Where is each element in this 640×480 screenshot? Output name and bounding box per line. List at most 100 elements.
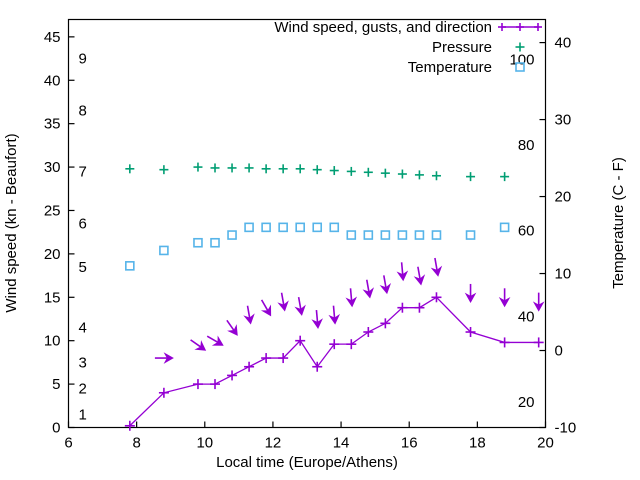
- x-tick-label: 10: [196, 435, 213, 452]
- plus-marker: [431, 171, 441, 181]
- y-tick-label: 5: [52, 376, 60, 393]
- y-tick-label: 45: [44, 29, 61, 46]
- wind-direction-arrow: [226, 319, 238, 336]
- beaufort-label: 4: [79, 320, 87, 337]
- open-square-marker: [193, 237, 203, 248]
- plus-marker: [380, 168, 390, 178]
- open-square-marker: [515, 62, 525, 72]
- plus-marker: [192, 379, 203, 390]
- wind-direction-arrow: [345, 288, 358, 308]
- beaufort-scale-labels: 1 2 3 4 5 6 7 8 9: [79, 51, 87, 424]
- plus-marker: [261, 353, 272, 364]
- plus-marker: [312, 165, 322, 175]
- beaufort-label: 3: [79, 354, 87, 371]
- open-square-marker: [227, 230, 237, 240]
- plus-marker: [534, 23, 542, 31]
- wind-direction-arrow: [532, 292, 545, 312]
- beaufort-label: 5: [79, 259, 87, 276]
- plus-marker: [193, 162, 203, 172]
- wind-direction-arrow: [464, 283, 477, 303]
- beaufort-label: 7: [79, 163, 87, 180]
- x-tick-label: 20: [537, 435, 554, 452]
- open-square-marker: [363, 230, 374, 240]
- plus-marker: [380, 318, 391, 329]
- open-square-marker: [278, 222, 288, 233]
- y2-tick-label: 20: [555, 189, 572, 206]
- y-tick-label: 15: [44, 289, 61, 306]
- open-square-marker: [261, 222, 271, 233]
- wind-direction-arrow: [362, 279, 374, 299]
- plus-marker: [397, 169, 407, 179]
- plus-marker: [498, 23, 506, 31]
- y-axis-left-ticks: [68, 36, 75, 429]
- x-tick-label: 14: [333, 435, 350, 452]
- plus-marker: [346, 166, 356, 176]
- open-square-marker: [380, 230, 391, 240]
- x-tick-label: 16: [401, 435, 418, 452]
- plus-marker: [533, 337, 544, 348]
- plus-marker: [466, 172, 476, 182]
- plus-marker: [124, 420, 135, 431]
- beaufort-label: 8: [79, 103, 87, 120]
- wind-direction-arrow: [379, 275, 392, 295]
- beaufort-label: 2: [79, 380, 87, 397]
- y-axis-left-tick-labels: 0 5 10 15 20 25 30 35 40 45: [44, 29, 61, 437]
- y2-tick-label: -10: [555, 420, 577, 437]
- plus-marker: [312, 361, 323, 372]
- x-axis-tick-labels: 6 8 10 12 14 16 18 20: [64, 435, 554, 452]
- y-tick-label: 35: [44, 116, 61, 133]
- wind-direction-arrows: [154, 257, 545, 364]
- wind-direction-arrow: [413, 266, 426, 286]
- open-square-marker: [125, 261, 135, 271]
- wind-direction-arrow: [328, 305, 341, 325]
- plus-marker: [158, 387, 169, 398]
- plus-marker: [244, 361, 255, 372]
- beaufort-label: 1: [79, 406, 87, 423]
- beaufort-label: 6: [79, 216, 87, 233]
- plus-marker: [295, 335, 306, 346]
- y-axis-left-title: Wind speed (kn - Beaufort): [3, 133, 20, 312]
- open-square-marker: [295, 222, 305, 233]
- plus-marker: [499, 337, 510, 348]
- plus-marker: [431, 292, 442, 303]
- wind-direction-arrow: [260, 299, 272, 317]
- wind-direction-arrow: [277, 292, 289, 312]
- open-square-marker: [465, 230, 476, 240]
- open-square-marker: [397, 230, 408, 240]
- plus-marker: [278, 353, 289, 364]
- series-pressure: [125, 162, 510, 182]
- plus-marker: [465, 327, 476, 338]
- y-axis-right-title: Temperature (C - F): [610, 157, 627, 289]
- y2-tick-label: 10: [555, 266, 572, 283]
- y-tick-label: 40: [44, 72, 61, 89]
- plus-marker: [363, 167, 373, 177]
- x-tick-label: 6: [64, 435, 72, 452]
- y-tick-label: 25: [44, 202, 61, 219]
- open-square-marker: [346, 230, 357, 240]
- plus-marker: [210, 163, 220, 173]
- fahrenheit-label: 100: [509, 52, 534, 69]
- plus-marker: [414, 302, 425, 313]
- wind-direction-arrow: [206, 335, 224, 346]
- plot-area-border: [67, 18, 547, 429]
- plus-marker: [397, 302, 408, 313]
- plus-marker: [516, 23, 524, 31]
- beaufort-label: 9: [79, 51, 87, 68]
- wind-direction-arrow: [294, 296, 306, 316]
- plus-marker: [363, 327, 374, 338]
- fahrenheit-label: 60: [518, 222, 535, 239]
- y2-tick-label: 40: [555, 35, 572, 52]
- legend-label-2: Temperature: [408, 59, 492, 76]
- series-wind-speed: [124, 292, 544, 431]
- wind-direction-arrow: [430, 257, 443, 277]
- plus-marker: [500, 172, 510, 182]
- plus-marker: [227, 370, 238, 381]
- plus-marker: [414, 170, 424, 180]
- open-square-marker: [431, 230, 442, 240]
- plus-marker: [159, 165, 169, 175]
- plus-marker: [329, 166, 339, 176]
- open-square-marker: [312, 222, 323, 233]
- wind-speed-line: [129, 296, 539, 427]
